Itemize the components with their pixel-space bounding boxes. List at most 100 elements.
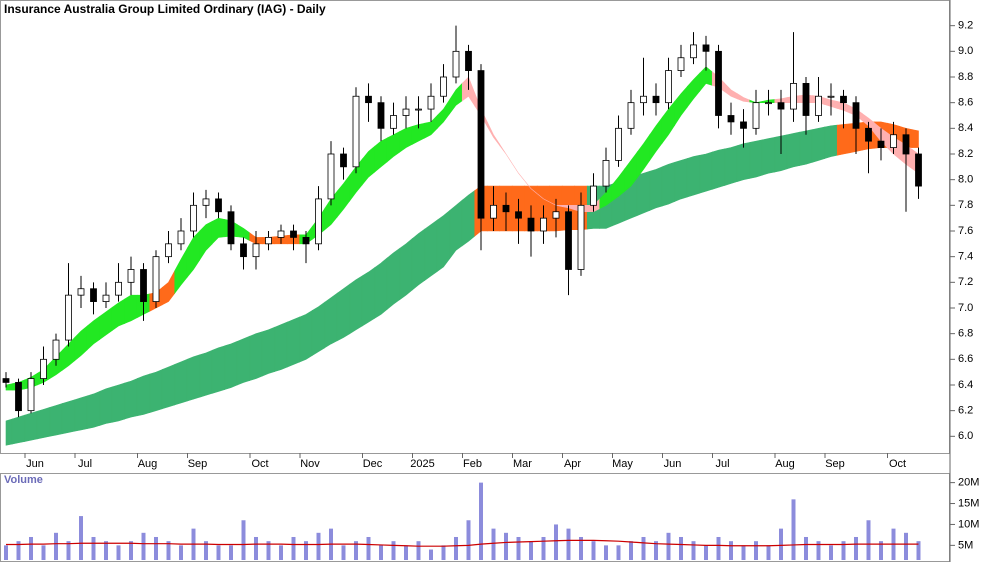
candle-body [127, 269, 135, 283]
band-piece [449, 199, 463, 260]
volume-bar [479, 482, 483, 560]
volume-bar [66, 541, 71, 560]
candle-body [627, 102, 635, 129]
candle-body [477, 70, 485, 219]
candle-body [190, 204, 197, 232]
volume-bar [716, 536, 721, 560]
candle-body [290, 230, 297, 238]
volume-bar [704, 545, 708, 560]
candle-body [565, 211, 572, 270]
candle-body [527, 217, 535, 232]
candle-body [540, 217, 547, 232]
y-tick-label: 7.2 [958, 276, 973, 288]
band-piece [124, 378, 138, 420]
candle-body [765, 102, 772, 105]
band-piece [124, 294, 138, 324]
volume-bar [629, 541, 633, 560]
candle-body [915, 153, 922, 187]
candle-body [227, 211, 235, 245]
volume-bar [504, 532, 508, 560]
y-tick-label: 7.0 [958, 302, 973, 314]
volume-bar [204, 541, 208, 560]
volume-bar [441, 545, 446, 560]
candle-body [202, 198, 210, 206]
band-piece [386, 247, 401, 310]
candle-body [852, 102, 860, 129]
candle-body [215, 198, 222, 213]
candle-body [265, 237, 272, 245]
volume-bar [54, 532, 58, 560]
volume-bar [554, 524, 558, 560]
volume-bars [4, 482, 921, 560]
axes: 6.0 6.2 6.4 6.6 6.8 7.0 7.2 7.4 7.6 7.8 8.0 8.2 8.4 8… [24, 20, 979, 551]
band-piece [336, 174, 351, 218]
band-piece [711, 148, 726, 190]
volume-bar [779, 528, 783, 560]
volume-bar [679, 536, 683, 560]
candle-body [2, 378, 10, 383]
band-piece [836, 123, 851, 156]
candle-body [102, 294, 110, 302]
volume-bar [129, 541, 133, 560]
band-piece [811, 126, 826, 163]
volume-bar [579, 536, 583, 560]
candle-body [65, 294, 72, 341]
volume-bar [641, 536, 646, 560]
band-piece [224, 340, 238, 390]
volume-bar [141, 532, 146, 560]
band-piece [636, 170, 651, 217]
candle-body [865, 127, 872, 142]
candle-body [702, 44, 710, 52]
candle-body [277, 230, 285, 238]
volume-bar [916, 541, 921, 560]
x-tick-label: 2025 [410, 458, 434, 470]
candle-body [315, 198, 322, 245]
volume-bar [541, 536, 546, 560]
volume-bar [316, 532, 321, 560]
candle-body [52, 339, 60, 360]
band-piece [161, 270, 176, 306]
volume-bar [79, 516, 83, 560]
band-piece [161, 364, 176, 410]
band-piece [736, 93, 751, 103]
band-piece [911, 129, 919, 148]
band-piece [86, 315, 101, 351]
volume-bar [266, 541, 271, 560]
y-tick-label: 6.6 [958, 353, 973, 365]
band-piece [399, 125, 413, 153]
volume-bar [604, 545, 608, 560]
band-piece [174, 247, 188, 295]
band-piece [386, 131, 401, 163]
x-tick-label: Oct [251, 458, 268, 470]
band-piece [311, 301, 326, 357]
candle-body [577, 204, 585, 270]
candle-body [352, 95, 360, 168]
x-tick-label: Jun [664, 458, 682, 470]
band-piece [461, 189, 476, 247]
y-tick-label: 7.4 [958, 251, 973, 263]
band-piece [61, 399, 76, 435]
volume-bar [154, 536, 158, 560]
candle-body [790, 83, 797, 110]
band-piece [361, 145, 376, 186]
candle-body [40, 358, 47, 379]
volume-bar [566, 528, 571, 560]
y-tick-label: 6.8 [958, 328, 973, 340]
candle-body [90, 288, 97, 302]
volume-bar [279, 545, 283, 560]
candle-body [502, 204, 510, 213]
candle-body [465, 50, 472, 71]
volume-bar [304, 541, 308, 560]
candle-body [327, 153, 335, 200]
volume-bar [16, 541, 21, 560]
y-tick-label: 20M [958, 477, 979, 489]
volume-bar [904, 532, 908, 560]
band-piece [674, 158, 688, 202]
y-tick-label: 6.0 [958, 430, 973, 442]
y-tick-label: 10M [958, 518, 979, 530]
candle-body [515, 211, 522, 219]
band-piece [486, 121, 501, 147]
y-tick-label: 8.2 [958, 148, 973, 160]
band-piece [99, 306, 113, 341]
candle-body [840, 95, 847, 104]
